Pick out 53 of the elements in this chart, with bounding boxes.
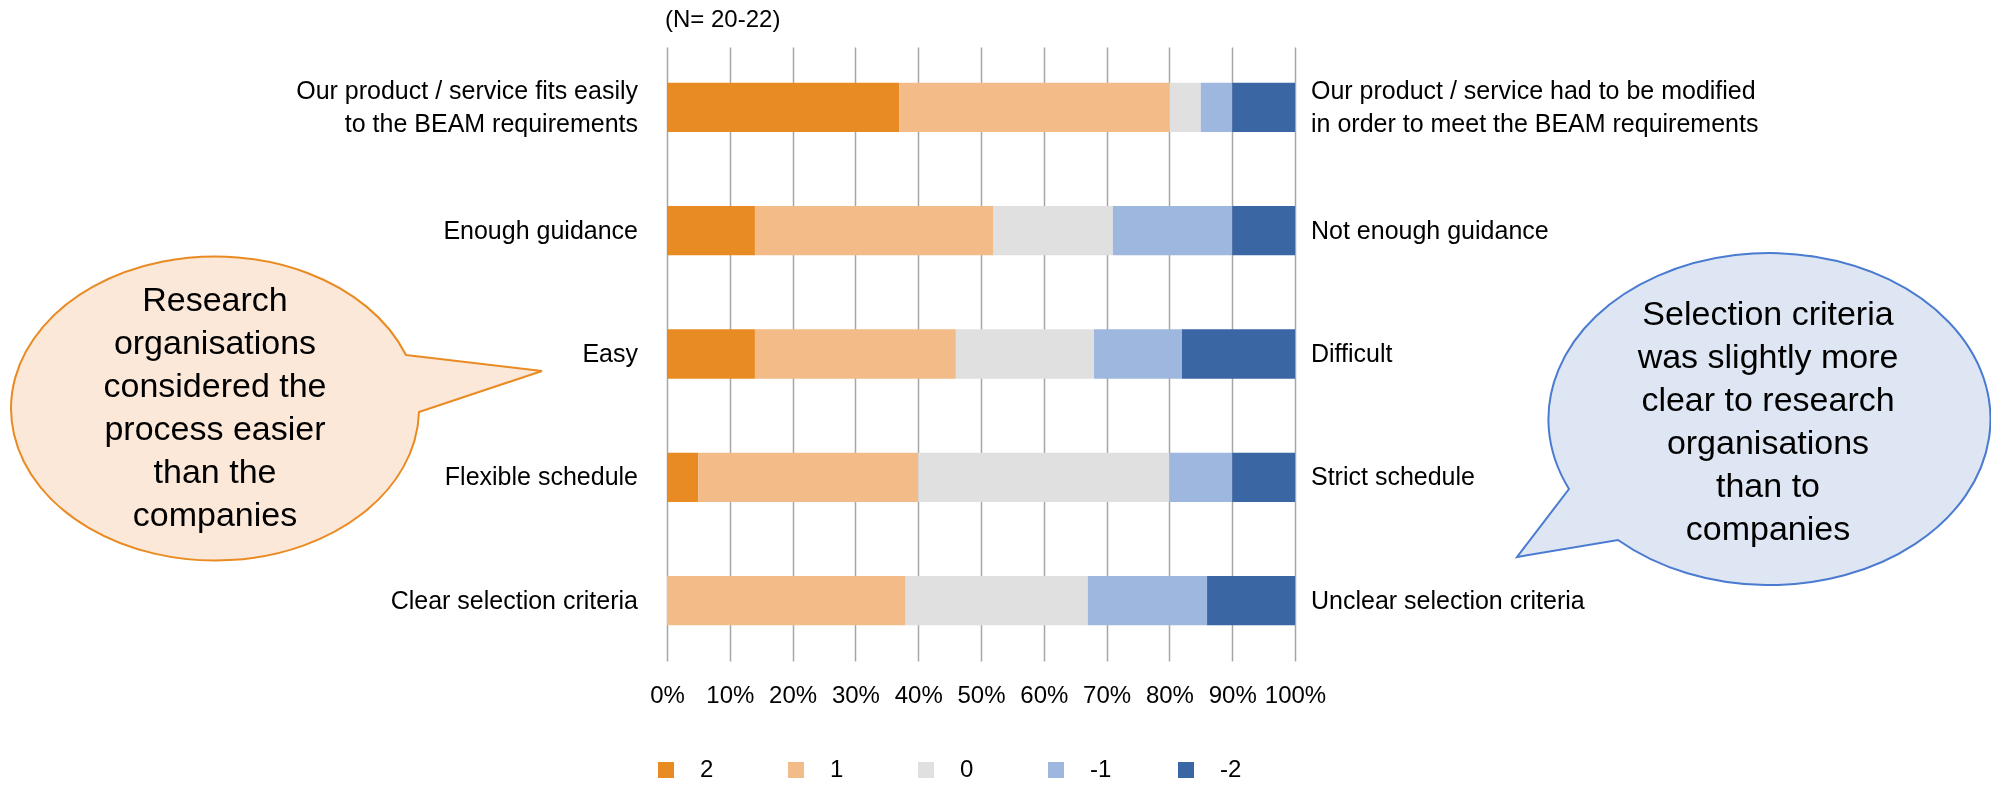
y-tick-label: Flexible schedule [444, 462, 638, 491]
bar [1232, 82, 1295, 133]
y-tick-label: Enough guidance [443, 215, 638, 244]
y2-tick-label: Unclear selection criteria [1311, 585, 1585, 614]
x-tick-label: 40% [894, 680, 943, 708]
legend-label: -2 [1220, 755, 1242, 782]
x-tick-label: 60% [1020, 680, 1069, 708]
chart-subtitle: (N= 20-22) [665, 5, 781, 32]
bar [955, 329, 1095, 379]
bar [1207, 575, 1295, 626]
bar [667, 206, 755, 256]
legend-label: -1 [1090, 755, 1112, 782]
x-tick-label: 20% [769, 680, 818, 708]
y-tick-label: Easy [582, 339, 639, 367]
x-tick-label: 90% [1208, 680, 1257, 708]
bar [667, 329, 755, 379]
bar [1112, 206, 1233, 256]
bar [698, 452, 919, 502]
bar [1232, 206, 1295, 256]
bar [993, 206, 1113, 256]
bar [918, 452, 1170, 502]
bar [905, 575, 1088, 626]
bar [899, 82, 1170, 133]
bar [667, 82, 900, 133]
y2-tick-label: Our product / service had to be modified in order to meet the BEAM requirements [1311, 75, 1759, 137]
bar [754, 329, 956, 379]
y2-tick-label: Not enough guidance [1311, 215, 1549, 244]
y2-tick-label: Difficult [1311, 339, 1393, 367]
x-tick-label: 80% [1145, 680, 1194, 708]
legend-label: 2 [700, 755, 714, 782]
y2-tick-label: Strict schedule [1311, 462, 1475, 491]
x-tick-label: 50% [957, 680, 1006, 708]
bar [754, 206, 994, 256]
y-tick-label: Our product / service fits easily to the BEAM requirements [296, 75, 639, 137]
bar [667, 575, 906, 626]
legend-label: 1 [830, 755, 844, 782]
bar [1181, 329, 1295, 379]
bar [1087, 575, 1208, 626]
bar [1232, 452, 1295, 502]
text: Selection criteria was slightly more clear to research organisations than to companies [1636, 293, 1899, 547]
x-tick-label: 100% [1264, 680, 1327, 708]
x-tick-label: 0% [650, 680, 685, 708]
bar [1200, 82, 1233, 133]
text: Research organisations considered the process easier than the companies [103, 279, 327, 533]
y-tick-label: Clear selection criteria [390, 585, 639, 614]
legend-label: 0 [960, 755, 974, 782]
bar [667, 452, 699, 502]
bar [1169, 452, 1233, 502]
bar [1094, 329, 1182, 379]
bar [1169, 82, 1201, 133]
x-tick-label: 10% [706, 680, 755, 708]
x-tick-label: 70% [1083, 680, 1132, 708]
x-tick-label: 30% [831, 680, 880, 708]
